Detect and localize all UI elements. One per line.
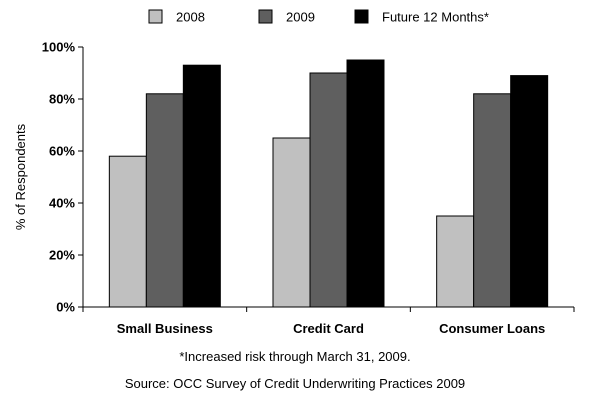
x-axis: Small Business Credit Card Consumer Loans — [82, 306, 575, 336]
legend-label: Future 12 Months* — [382, 10, 489, 25]
bar-2008 — [272, 137, 311, 308]
legend-swatch — [258, 9, 273, 24]
bar-2009 — [145, 93, 184, 308]
bar-2008 — [436, 215, 475, 308]
source-note: Source: OCC Survey of Credit Underwritin… — [124, 376, 466, 391]
x-tick-label: Credit Card — [293, 321, 364, 336]
legend: 2008 2009 Future 12 Months* — [148, 9, 489, 25]
y-axis: 0% 20% 40% 60% 80% 100% — [42, 40, 84, 315]
bar-future-12-months — [182, 64, 221, 308]
bar-future-12-months — [510, 75, 549, 308]
y-tick-label: 100% — [42, 40, 76, 55]
legend-label: 2009 — [286, 10, 315, 25]
y-axis-label: % of Respondents — [13, 123, 28, 230]
legend-swatch — [148, 9, 163, 24]
x-tick-label: Consumer Loans — [439, 321, 545, 336]
legend-label: 2008 — [176, 10, 205, 25]
bar-group — [108, 59, 549, 308]
x-tick-label: Small Business — [117, 321, 213, 336]
y-tick-label: 60% — [49, 144, 75, 159]
bar-2009 — [309, 72, 348, 308]
y-tick-label: 0% — [56, 300, 75, 315]
y-tick-label: 80% — [49, 92, 75, 107]
bar-2009 — [473, 93, 512, 308]
footnote: *Increased risk through March 31, 2009. — [179, 349, 411, 364]
bar-future-12-months — [346, 59, 385, 308]
y-tick-label: 20% — [49, 248, 75, 263]
y-tick-label: 40% — [49, 196, 75, 211]
legend-swatch — [354, 9, 369, 24]
bar-2008 — [108, 155, 147, 308]
bar-chart: 2008 2009 Future 12 Months* % of Responden… — [13, 9, 575, 336]
